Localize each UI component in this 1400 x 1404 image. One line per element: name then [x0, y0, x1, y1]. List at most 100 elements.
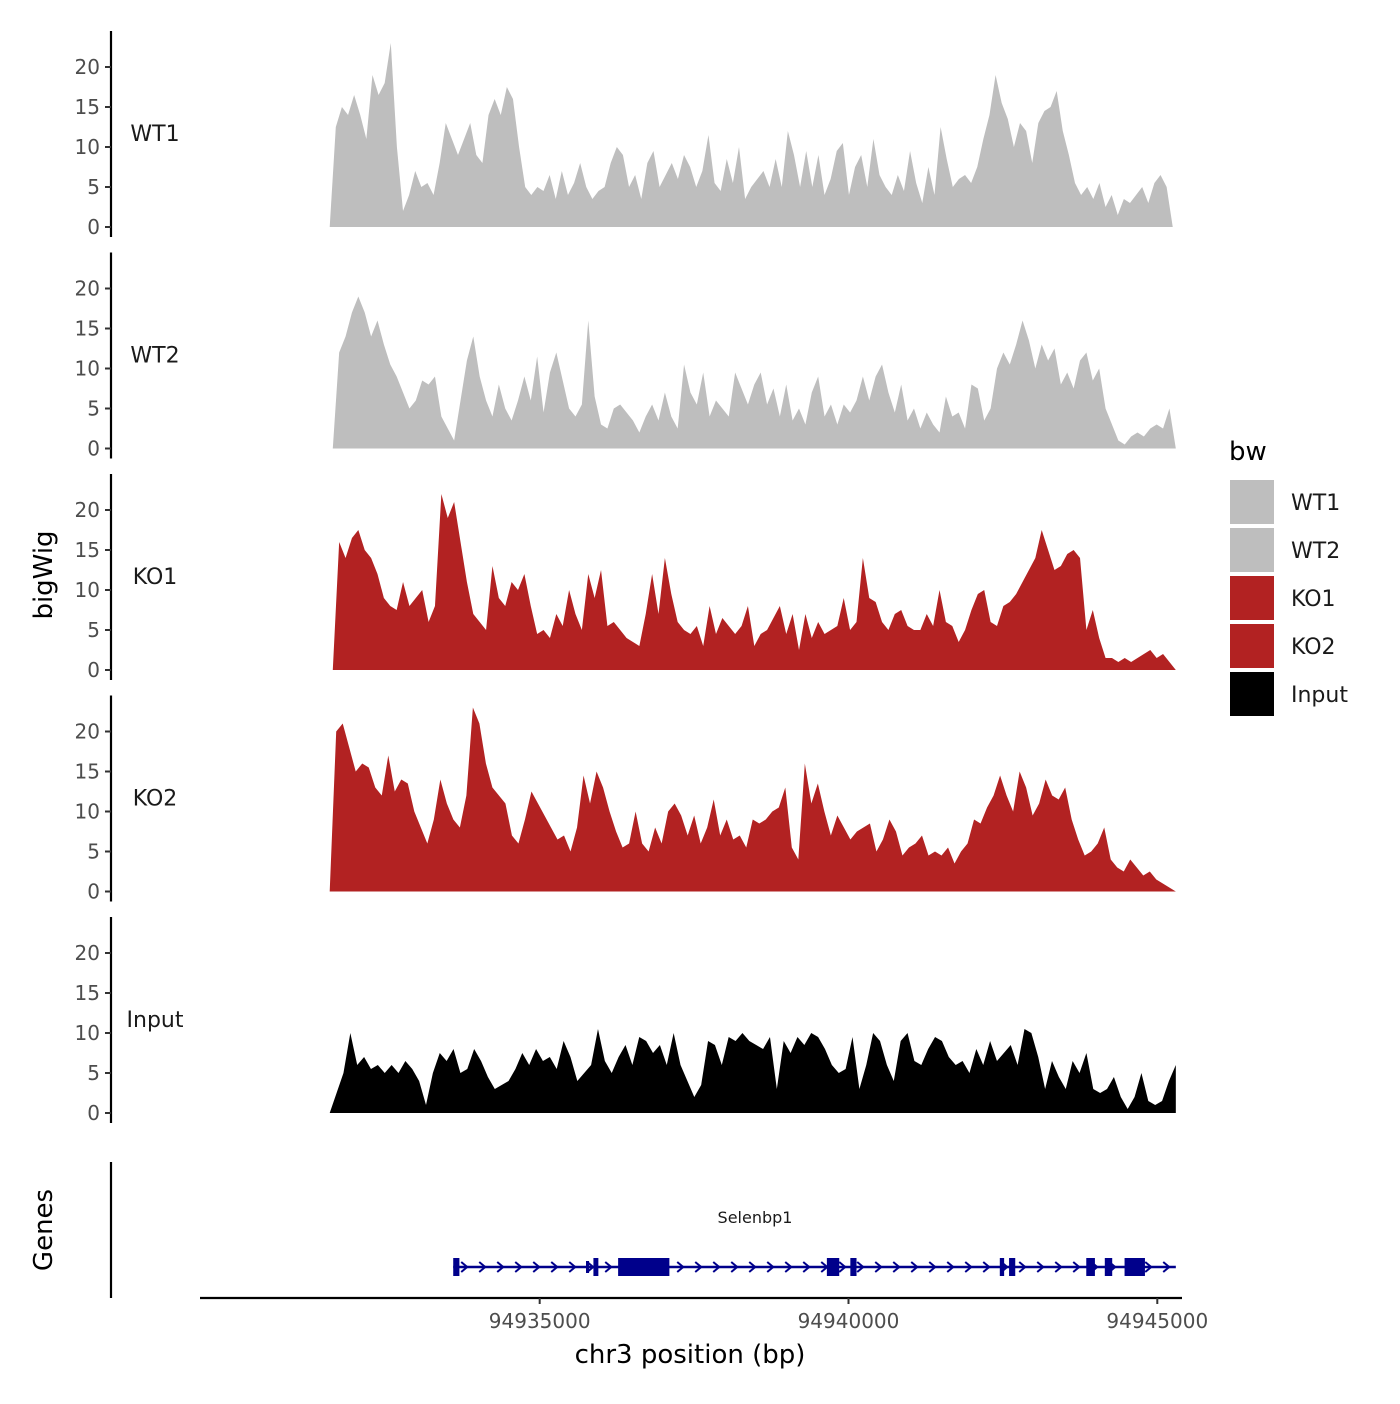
strand-arrow-icon: [496, 1261, 505, 1273]
legend-key-wt1: [1230, 480, 1274, 524]
legend-label-input: Input: [1291, 683, 1348, 708]
strand-arrow-icon: [532, 1261, 541, 1273]
strand-arrow-icon: [838, 1261, 847, 1273]
x-ticks: 94935000 94940000 94945000: [489, 1298, 1208, 1333]
legend-keys: WT1 WT2 KO1 KO2 Input: [1230, 480, 1348, 716]
gene-exon: [1124, 1258, 1145, 1276]
strand-arrow-icon: [766, 1261, 775, 1273]
y-tick-label: 0: [87, 658, 100, 682]
legend-key-wt2: [1230, 528, 1274, 572]
gene-exon: [593, 1258, 599, 1276]
genes-panel-title: Genes: [29, 1189, 59, 1271]
strand-arrow-icon: [460, 1261, 469, 1273]
track-label-input: Input: [127, 1008, 184, 1033]
y-tick-label: 10: [75, 357, 100, 381]
gene-exon: [618, 1258, 670, 1276]
gene-exon: [1086, 1258, 1095, 1276]
strand-arrow-icon: [730, 1261, 739, 1273]
strand-arrow-icon: [982, 1261, 991, 1273]
track-panel-input: 0 5 10 15 20 Input: [75, 917, 1176, 1125]
track-label-ko1: KO1: [133, 565, 178, 590]
y-tick-label: 5: [87, 618, 100, 642]
strand-arrow-icon: [1054, 1261, 1063, 1273]
strand-arrow-icon: [604, 1261, 613, 1273]
strand-arrow-icon: [910, 1261, 919, 1273]
gene-exon: [1104, 1258, 1113, 1276]
area-series-wt1: [329, 43, 1173, 227]
area-series-ko1: [332, 494, 1176, 670]
track-panel-wt2: 0 5 10 15 20 WT2: [75, 252, 1176, 461]
gene-exon: [453, 1258, 460, 1276]
strand-arrow-icon: [802, 1261, 811, 1273]
y-tick-label: 5: [87, 1061, 100, 1085]
strand-arrow-icon: [1036, 1261, 1045, 1273]
track-panels: 0 5 10 15 20 WT1 0 5 10 15 20 WT2 0 5 10 15 20 KO1 0 5 10 15 2…: [75, 31, 1176, 1125]
x-tick-label: 94945000: [1106, 1309, 1208, 1333]
strand-arrow-icon: [694, 1261, 703, 1273]
y-tick-label: 10: [75, 135, 100, 159]
y-tick-label: 5: [87, 175, 100, 199]
track-panel-wt1: 0 5 10 15 20 WT1: [75, 31, 1173, 239]
y-tick-label: 20: [75, 277, 100, 301]
y-tick-label: 20: [75, 941, 100, 965]
track-label-ko2: KO2: [133, 787, 178, 812]
gene-exon: [586, 1261, 590, 1273]
strand-arrow-icon: [856, 1261, 865, 1273]
genes-panel: Genes Selenbp1: [29, 1162, 1176, 1298]
legend-key-ko2: [1230, 624, 1274, 668]
x-tick-label: 94935000: [489, 1309, 591, 1333]
track-label-wt1: WT1: [130, 122, 179, 147]
y-tick-label: 0: [87, 1101, 100, 1125]
legend-label-ko1: KO1: [1291, 587, 1336, 612]
strand-arrow-icon: [784, 1261, 793, 1273]
gene-exon: [999, 1258, 1005, 1276]
legend-label-ko2: KO2: [1291, 635, 1336, 660]
strand-arrow-icon: [928, 1261, 937, 1273]
strand-arrow-icon: [964, 1261, 973, 1273]
strand-arrow-icon: [892, 1261, 901, 1273]
strand-arrow-icon: [748, 1261, 757, 1273]
area-series-wt2: [332, 296, 1176, 449]
strand-arrow-icon: [874, 1261, 883, 1273]
gene-track: Selenbp1: [453, 1208, 1176, 1276]
strand-arrow-icon: [568, 1261, 577, 1273]
gene-label: Selenbp1: [718, 1208, 793, 1227]
legend-key-input: [1230, 672, 1274, 716]
y-tick-label: 0: [87, 215, 100, 239]
strand-arrow-icon: [550, 1261, 559, 1273]
strand-arrow-icon: [676, 1261, 685, 1273]
y-tick-label: 20: [75, 55, 100, 79]
gene-exon: [1009, 1258, 1016, 1276]
gene-exon: [850, 1258, 857, 1276]
y-tick-label: 15: [75, 317, 100, 341]
y-tick-label: 20: [75, 720, 100, 744]
strand-arrow-icon: [946, 1261, 955, 1273]
strand-arrow-icon: [1072, 1261, 1081, 1273]
legend-title: bw: [1229, 437, 1267, 467]
y-tick-label: 15: [75, 95, 100, 119]
legend: bw WT1 WT2 KO1 KO2 Input: [1229, 437, 1348, 716]
gene-exon: [826, 1258, 840, 1276]
y-tick-label: 15: [75, 760, 100, 784]
track-label-wt2: WT2: [130, 344, 179, 369]
y-tick-label: 10: [75, 578, 100, 602]
strand-arrow-icon: [1018, 1261, 1027, 1273]
legend-key-ko1: [1230, 576, 1274, 620]
y-tick-label: 5: [87, 397, 100, 421]
y-tick-label: 20: [75, 498, 100, 522]
strand-arrow-icon: [712, 1261, 721, 1273]
y-tick-label: 10: [75, 800, 100, 824]
x-axis-title: chr3 position (bp): [575, 1340, 806, 1370]
strand-arrow-icon: [514, 1261, 523, 1273]
y-tick-label: 0: [87, 880, 100, 904]
area-series-input: [329, 1029, 1176, 1113]
y-tick-label: 15: [75, 981, 100, 1005]
strand-arrow-icon: [1162, 1261, 1171, 1273]
y-tick-label: 5: [87, 840, 100, 864]
track-panel-ko2: 0 5 10 15 20 KO2: [75, 695, 1176, 904]
track-panel-ko1: 0 5 10 15 20 KO1: [75, 474, 1176, 682]
area-series-ko2: [329, 707, 1176, 892]
y-tick-label: 15: [75, 538, 100, 562]
